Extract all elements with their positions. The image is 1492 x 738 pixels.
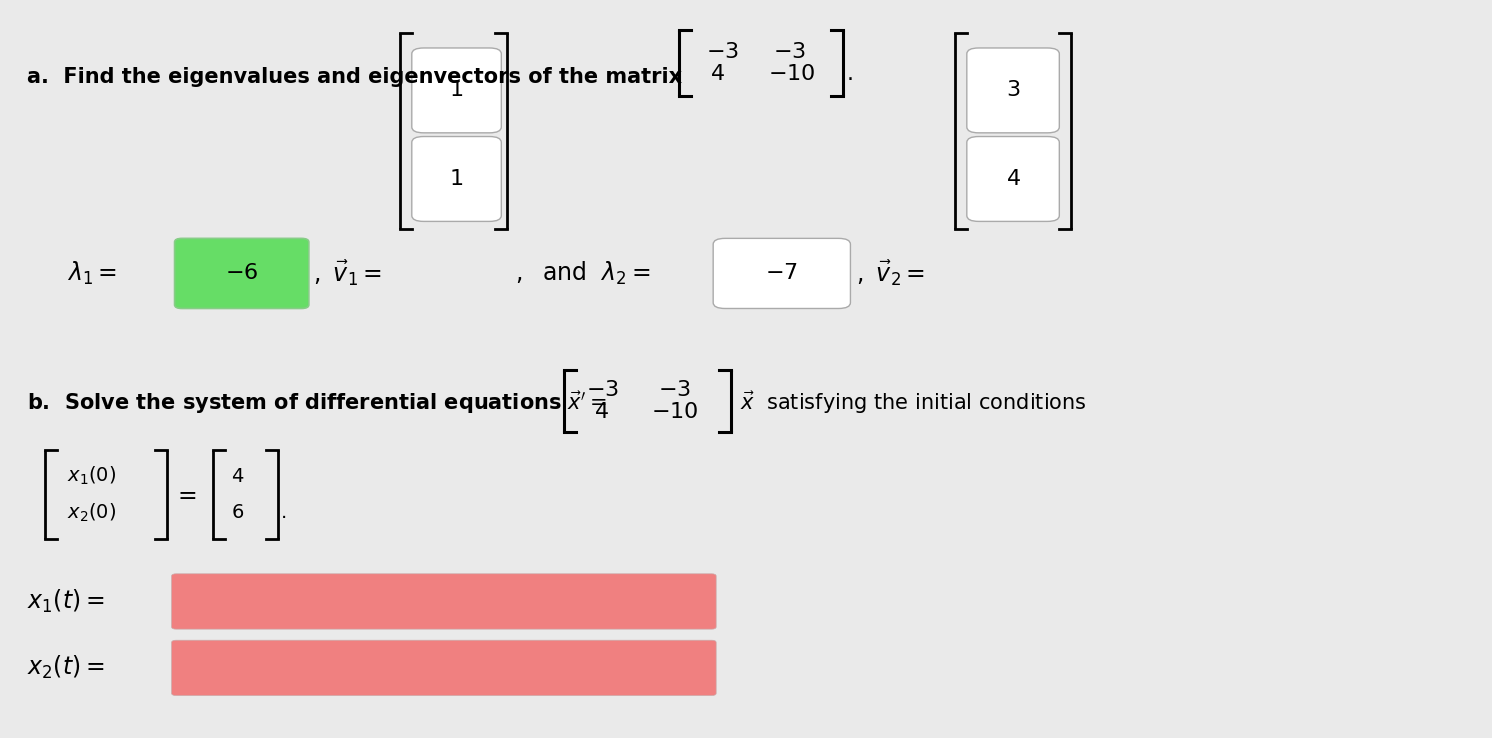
Text: $-7$: $-7$ [765, 263, 798, 283]
Text: b.  Solve the system of differential equations $\vec{x}' =$: b. Solve the system of differential equa… [27, 389, 606, 415]
Text: $-10$: $-10$ [768, 63, 816, 84]
FancyBboxPatch shape [412, 48, 501, 133]
Text: $-6$: $-6$ [225, 263, 258, 283]
Text: $4$: $4$ [1006, 168, 1021, 189]
FancyBboxPatch shape [967, 48, 1059, 133]
Text: $-3$: $-3$ [706, 41, 739, 62]
Text: $=$: $=$ [173, 483, 197, 506]
Text: $4$: $4$ [594, 401, 609, 422]
Text: $.$: $.$ [280, 503, 292, 523]
Text: $x_2(0)$: $x_2(0)$ [67, 502, 116, 524]
Text: $,\ \vec{v}_1 =$: $,\ \vec{v}_1 =$ [313, 258, 382, 288]
Text: $-10$: $-10$ [651, 401, 698, 422]
Text: $x_1(t) =$: $x_1(t) =$ [27, 588, 104, 615]
Text: $1$: $1$ [449, 80, 464, 100]
Text: $\vec{x}\ $ satisfying the initial conditions: $\vec{x}\ $ satisfying the initial condi… [740, 389, 1086, 415]
Text: $\lambda_1 =$: $\lambda_1 =$ [67, 260, 118, 286]
FancyBboxPatch shape [175, 238, 309, 308]
FancyBboxPatch shape [967, 137, 1059, 221]
Text: $-3$: $-3$ [773, 41, 806, 62]
Text: $3$: $3$ [1006, 80, 1021, 100]
Text: $x_2(t) =$: $x_2(t) =$ [27, 655, 104, 681]
FancyBboxPatch shape [172, 640, 716, 695]
FancyBboxPatch shape [412, 137, 501, 221]
Text: $6$: $6$ [231, 503, 245, 523]
Text: $1$: $1$ [449, 168, 464, 189]
Text: $,\ \vec{v}_2 =$: $,\ \vec{v}_2 =$ [856, 258, 925, 288]
FancyBboxPatch shape [172, 574, 716, 629]
FancyBboxPatch shape [713, 238, 850, 308]
Text: $-3$: $-3$ [658, 379, 691, 400]
Text: $4$: $4$ [710, 63, 725, 84]
Text: $x_1(0)$: $x_1(0)$ [67, 465, 116, 487]
Text: $4$: $4$ [231, 466, 245, 486]
Text: $.$: $.$ [846, 63, 859, 84]
Text: $-3$: $-3$ [586, 379, 619, 400]
Text: a.  Find the eigenvalues and eigenvectors of the matrix: a. Find the eigenvalues and eigenvectors… [27, 67, 682, 88]
Text: $,\ $ and $\ \lambda_2 =$: $,\ $ and $\ \lambda_2 =$ [515, 260, 651, 286]
